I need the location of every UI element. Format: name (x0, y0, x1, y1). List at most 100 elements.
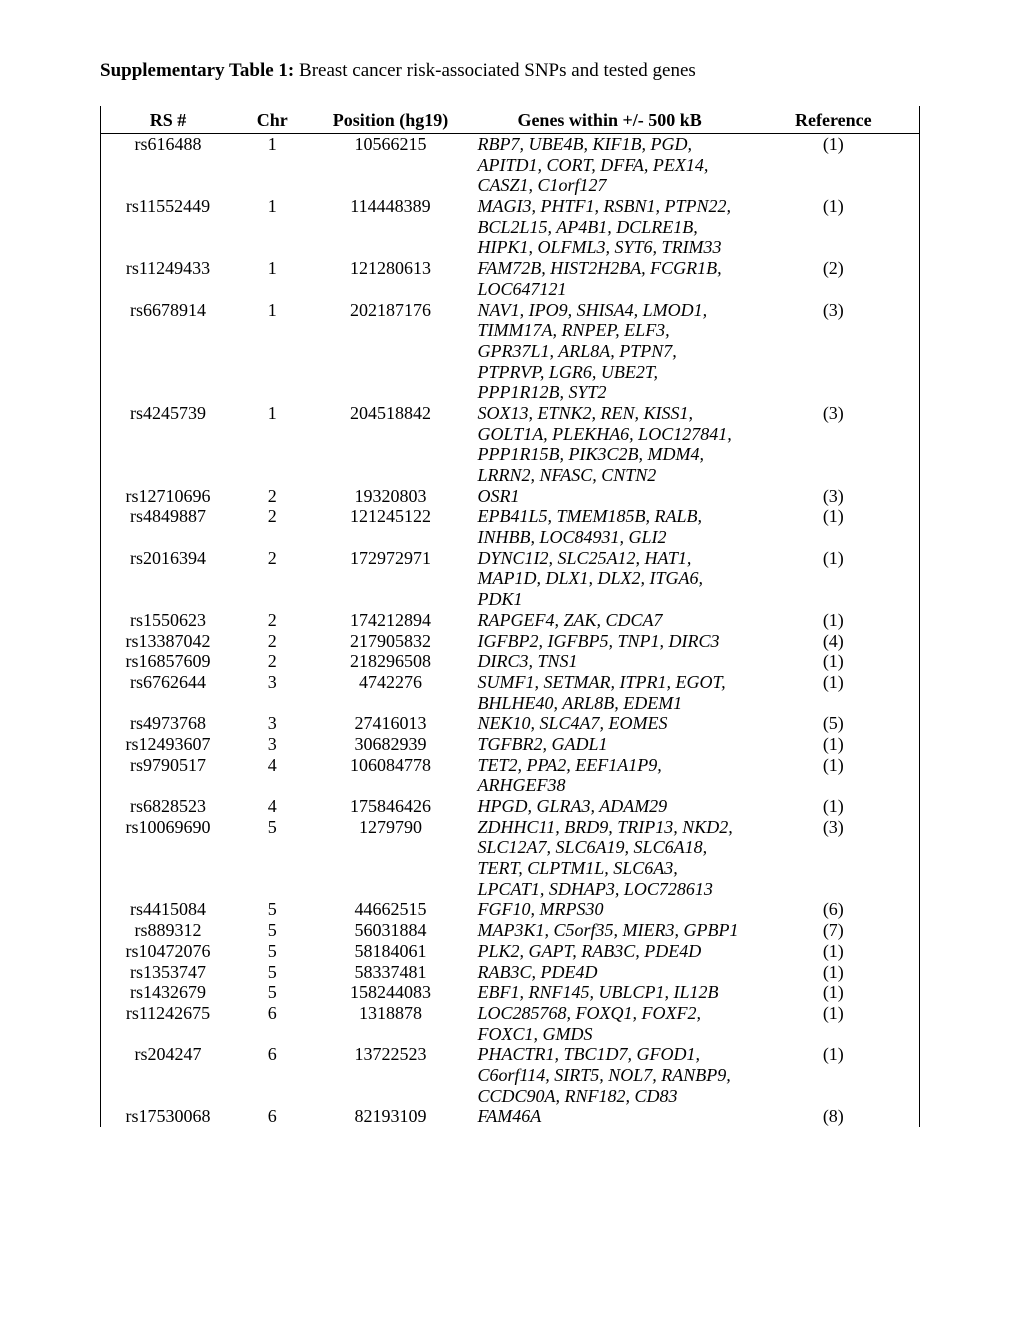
cell-rs: rs4415084 (101, 899, 236, 920)
cell-pos: 44662515 (309, 899, 471, 920)
cell-pos: 82193109 (309, 1106, 471, 1127)
cell-genes: DYNC1I2, SLC25A12, HAT1, MAP1D, DLX1, DL… (472, 548, 748, 610)
table-row: rs115524491114448389MAGI3, PHTF1, RSBN1,… (101, 196, 920, 258)
cell-rs: rs1432679 (101, 982, 236, 1003)
cell-pos: 174212894 (309, 610, 471, 631)
cell-pos: 13722523 (309, 1044, 471, 1106)
cell-ref: (5) (748, 713, 920, 734)
cell-rs: rs10069690 (101, 817, 236, 900)
cell-genes: FGF10, MRPS30 (472, 899, 748, 920)
cell-pos: 202187176 (309, 300, 471, 403)
cell-genes: IGFBP2, IGFBP5, TNP1, DIRC3 (472, 631, 748, 652)
table-row: rs12493607330682939TGFBR2, GADL1(1) (101, 734, 920, 755)
cell-pos: 10566215 (309, 134, 471, 197)
cell-ref: (2) (748, 258, 920, 299)
cell-rs: rs1550623 (101, 610, 236, 631)
cell-rs: rs889312 (101, 920, 236, 941)
cell-rs: rs13387042 (101, 631, 236, 652)
cell-genes: FAM72B, HIST2H2BA, FCGR1B, LOC647121 (472, 258, 748, 299)
cell-genes: NAV1, IPO9, SHISA4, LMOD1, TIMM17A, RNPE… (472, 300, 748, 403)
table-row: rs204247613722523PHACTR1, TBC1D7, GFOD1,… (101, 1044, 920, 1106)
table-row: rs889312556031884MAP3K1, C5orf35, MIER3,… (101, 920, 920, 941)
cell-pos: 204518842 (309, 403, 471, 486)
table-row: rs66789141202187176NAV1, IPO9, SHISA4, L… (101, 300, 920, 403)
table-row: rs616488110566215RBP7, UBE4B, KIF1B, PGD… (101, 134, 920, 197)
cell-rs: rs11249433 (101, 258, 236, 299)
cell-rs: rs2016394 (101, 548, 236, 610)
cell-rs: rs6678914 (101, 300, 236, 403)
cell-chr: 2 (235, 631, 309, 652)
cell-ref: (1) (748, 755, 920, 796)
cell-pos: 58184061 (309, 941, 471, 962)
header-chr: Chr (235, 106, 309, 134)
cell-pos: 121280613 (309, 258, 471, 299)
cell-ref: (3) (748, 817, 920, 900)
cell-rs: rs204247 (101, 1044, 236, 1106)
title-bold-part: Supplementary Table 1: (100, 60, 299, 81)
cell-pos: 175846426 (309, 796, 471, 817)
cell-ref: (1) (748, 134, 920, 197)
cell-chr: 6 (235, 1003, 309, 1044)
cell-chr: 1 (235, 403, 309, 486)
cell-chr: 4 (235, 755, 309, 796)
cell-chr: 2 (235, 610, 309, 631)
cell-pos: 172972971 (309, 548, 471, 610)
table-row: rs168576092218296508DIRC3, TNS1(1) (101, 651, 920, 672)
cell-chr: 5 (235, 817, 309, 900)
cell-chr: 2 (235, 548, 309, 610)
cell-rs: rs6762644 (101, 672, 236, 713)
cell-genes: EPB41L5, TMEM185B, RALB, INHBB, LOC84931… (472, 506, 748, 547)
cell-pos: 56031884 (309, 920, 471, 941)
cell-genes: ZDHHC11, BRD9, TRIP13, NKD2, SLC12A7, SL… (472, 817, 748, 900)
cell-genes: RBP7, UBE4B, KIF1B, PGD, APITD1, CORT, D… (472, 134, 748, 197)
cell-chr: 1 (235, 134, 309, 197)
cell-rs: rs6828523 (101, 796, 236, 817)
table-row: rs4415084544662515FGF10, MRPS30(6) (101, 899, 920, 920)
table-row: rs10472076558184061PLK2, GAPT, RAB3C, PD… (101, 941, 920, 962)
cell-ref: (1) (748, 1003, 920, 1044)
cell-pos: 30682939 (309, 734, 471, 755)
cell-ref: (1) (748, 796, 920, 817)
table-row: rs12710696219320803OSR1(3) (101, 486, 920, 507)
table-body: rs616488110566215RBP7, UBE4B, KIF1B, PGD… (101, 134, 920, 1128)
cell-ref: (1) (748, 651, 920, 672)
table-row: rs42457391204518842SOX13, ETNK2, REN, KI… (101, 403, 920, 486)
table-row: rs14326795158244083EBF1, RNF145, UBLCP1,… (101, 982, 920, 1003)
cell-chr: 1 (235, 258, 309, 299)
cell-pos: 1279790 (309, 817, 471, 900)
table-row: rs15506232174212894RAPGEF4, ZAK, CDCA7(1… (101, 610, 920, 631)
cell-genes: RAB3C, PDE4D (472, 962, 748, 983)
cell-rs: rs17530068 (101, 1106, 236, 1127)
table-row: rs676264434742276SUMF1, SETMAR, ITPR1, E… (101, 672, 920, 713)
table-row: rs1124267561318878LOC285768, FOXQ1, FOXF… (101, 1003, 920, 1044)
cell-ref: (8) (748, 1106, 920, 1127)
cell-genes: FAM46A (472, 1106, 748, 1127)
cell-rs: rs16857609 (101, 651, 236, 672)
cell-genes: SOX13, ETNK2, REN, KISS1, GOLT1A, PLEKHA… (472, 403, 748, 486)
cell-ref: (1) (748, 196, 920, 258)
cell-pos: 217905832 (309, 631, 471, 652)
cell-genes: OSR1 (472, 486, 748, 507)
cell-rs: rs12710696 (101, 486, 236, 507)
cell-genes: HPGD, GLRA3, ADAM29 (472, 796, 748, 817)
header-ref: Reference (748, 106, 920, 134)
cell-pos: 19320803 (309, 486, 471, 507)
cell-rs: rs4849887 (101, 506, 236, 547)
cell-genes: PLK2, GAPT, RAB3C, PDE4D (472, 941, 748, 962)
table-row: rs112494331121280613FAM72B, HIST2H2BA, F… (101, 258, 920, 299)
cell-pos: 106084778 (309, 755, 471, 796)
cell-chr: 5 (235, 920, 309, 941)
cell-genes: RAPGEF4, ZAK, CDCA7 (472, 610, 748, 631)
header-genes: Genes within +/- 500 kB (472, 106, 748, 134)
cell-rs: rs4973768 (101, 713, 236, 734)
cell-ref: (6) (748, 899, 920, 920)
table-title: Supplementary Table 1: Breast cancer ris… (100, 60, 920, 82)
cell-chr: 5 (235, 941, 309, 962)
cell-genes: NEK10, SLC4A7, EOMES (472, 713, 748, 734)
cell-chr: 1 (235, 196, 309, 258)
cell-genes: PHACTR1, TBC1D7, GFOD1, C6orf114, SIRT5,… (472, 1044, 748, 1106)
header-pos: Position (hg19) (309, 106, 471, 134)
cell-genes: DIRC3, TNS1 (472, 651, 748, 672)
cell-chr: 2 (235, 651, 309, 672)
table-row: rs1353747558337481RAB3C, PDE4D(1) (101, 962, 920, 983)
